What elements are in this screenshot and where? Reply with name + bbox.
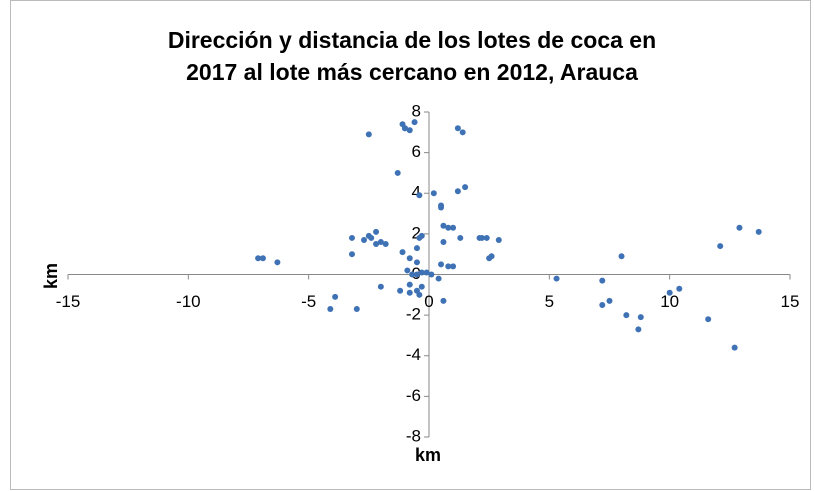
point: [377, 283, 384, 290]
y-tick-label: 4: [412, 183, 421, 202]
y-tick-label: -6: [406, 386, 421, 405]
point: [404, 267, 411, 274]
point: [416, 291, 423, 298]
point: [397, 287, 404, 294]
point: [478, 234, 485, 241]
x-tick-label: -10: [176, 292, 201, 311]
point: [457, 234, 464, 241]
point: [353, 306, 360, 313]
point: [731, 344, 738, 351]
point: [259, 255, 266, 262]
chart-border: [10, 0, 811, 490]
point: [486, 255, 493, 262]
y-tick-label: 6: [412, 142, 421, 161]
point: [373, 241, 380, 248]
point: [348, 234, 355, 241]
point: [274, 259, 281, 266]
point: [418, 232, 425, 239]
point: [440, 239, 447, 245]
point: [428, 271, 435, 278]
point: [423, 269, 430, 276]
chart-title: 2017 al lote más cercano en 2012, Arauca: [186, 59, 638, 85]
point: [445, 224, 452, 231]
point: [361, 236, 368, 243]
point: [450, 263, 457, 270]
point: [599, 277, 606, 284]
point: [406, 255, 413, 262]
y-tick-label: 2: [412, 223, 421, 242]
x-tick-label: 15: [781, 292, 800, 311]
point: [435, 275, 442, 282]
point: [406, 281, 413, 288]
point: [409, 271, 416, 278]
point: [459, 129, 466, 136]
point: [599, 301, 606, 308]
point: [454, 188, 461, 195]
point: [676, 285, 683, 292]
point: [438, 261, 445, 268]
y-tick-label: -2: [406, 305, 421, 324]
point: [332, 293, 339, 300]
point: [406, 289, 413, 296]
y-tick-label: -4: [406, 345, 421, 364]
point: [755, 228, 762, 235]
point: [495, 236, 502, 243]
point: [483, 234, 490, 241]
point: [365, 131, 372, 138]
point: [413, 271, 420, 278]
x-tick-label: 5: [545, 292, 554, 311]
point: [440, 297, 447, 304]
y-axis-title: km: [41, 263, 61, 289]
point: [666, 289, 673, 296]
point: [440, 222, 447, 229]
point: [255, 255, 262, 262]
x-tick-label: 10: [660, 292, 679, 311]
point: [445, 263, 452, 270]
point: [705, 316, 712, 323]
point: [623, 312, 630, 319]
point: [377, 239, 384, 245]
point: [454, 125, 461, 132]
point: [635, 326, 642, 333]
point: [401, 125, 408, 132]
y-tick-label: 8: [412, 101, 421, 120]
point: [399, 249, 406, 256]
point: [606, 297, 613, 304]
point: [736, 224, 743, 231]
point: [450, 224, 457, 231]
point: [348, 251, 355, 258]
x-tick-label: -5: [301, 292, 316, 311]
point: [382, 241, 389, 248]
point: [416, 192, 423, 199]
point: [327, 306, 334, 313]
point: [413, 259, 420, 266]
chart-title: Dirección y distancia de los lotes de co…: [168, 27, 656, 53]
point: [717, 243, 724, 250]
point: [413, 245, 420, 252]
point: [394, 169, 401, 176]
point: [553, 275, 560, 282]
point: [637, 314, 644, 321]
x-axis-title: km: [415, 445, 441, 465]
point: [373, 228, 380, 235]
point: [462, 184, 469, 191]
point: [618, 253, 625, 260]
point: [418, 269, 425, 276]
y-tick-label: -8: [406, 426, 421, 445]
point: [430, 190, 437, 197]
point: [411, 119, 418, 126]
point: [368, 234, 375, 241]
point: [406, 127, 413, 134]
point: [418, 283, 425, 290]
x-tick-label: 0: [424, 292, 433, 311]
point: [438, 204, 445, 211]
x-tick-label: -15: [56, 292, 81, 311]
